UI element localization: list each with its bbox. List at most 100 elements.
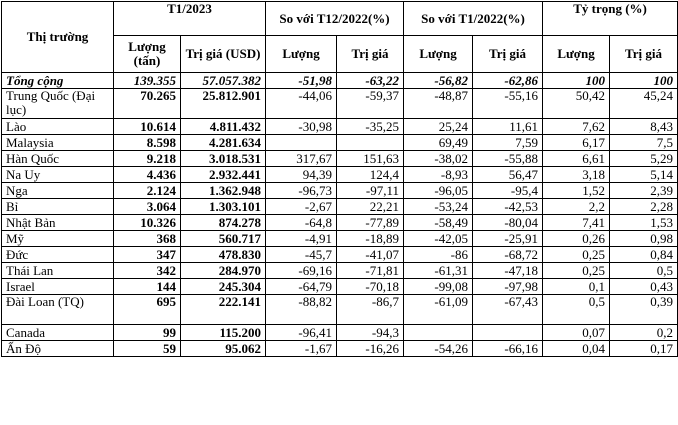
yoy-value-header: Trị giá — [472, 35, 544, 73]
total-mom-qty: -51,98 — [265, 72, 338, 89]
yoy-value-cell: -95,4 — [472, 182, 544, 199]
table-row: Hàn Quốc 9.218 3.018.531 317,67 151,63 -38,02… — [1, 150, 678, 167]
value-cell: 1.362.948 — [179, 182, 267, 199]
market-name: Canada — [1, 324, 114, 341]
yoy-qty-cell: -61,31 — [403, 262, 474, 279]
share-value-cell: 0,84 — [609, 246, 678, 263]
mom-value-cell: -59,37 — [336, 88, 405, 119]
mom-qty-cell: -2,67 — [265, 198, 338, 215]
share-qty-cell: 2,2 — [542, 198, 611, 215]
value-cell: 4.281.634 — [179, 134, 267, 151]
market-name: Na Uy — [1, 166, 114, 183]
qty-cell: 99 — [113, 324, 181, 341]
table-row: Lào 10.614 4.811.432 -30,98 -35,25 25,24 11,61… — [1, 118, 678, 135]
value-cell: 95.062 — [179, 340, 267, 357]
qty-cell: 2.124 — [113, 182, 181, 199]
market-name: Đài Loan (TQ) — [1, 294, 114, 325]
yoy-qty-cell: -58,49 — [403, 214, 474, 231]
table-row: Đức 347 478.830 -45,7 -41,07 -86 -68,72 0,25 0,8… — [1, 246, 678, 263]
mom-qty-cell: 317,67 — [265, 150, 338, 167]
table-row: Ấn Độ 59 95.062 -1,67 -16,26 -54,26 -66,16 0,04… — [1, 340, 678, 357]
value-cell: 2.932.441 — [179, 166, 267, 183]
share-qty-cell: 0,04 — [542, 340, 611, 357]
mom-value-cell: -71,81 — [336, 262, 405, 279]
mom-qty-cell — [265, 134, 338, 151]
header-row: Thị trường T1/2023 So với T12/2022(%) So… — [1, 1, 678, 73]
share-qty-cell: 0,07 — [542, 324, 611, 341]
value-cell: 245.304 — [179, 278, 267, 295]
mom-value-cell: -77,89 — [336, 214, 405, 231]
share-qty-cell: 0,1 — [542, 278, 611, 295]
mom-qty-cell: -4,91 — [265, 230, 338, 247]
value-cell: 478.830 — [179, 246, 267, 263]
value-cell: 4.811.432 — [179, 118, 267, 135]
mom-qty-cell: -30,98 — [265, 118, 338, 135]
yoy-value-cell: -67,43 — [472, 294, 544, 325]
table-row: Israel 144 245.304 -64,79 -70,18 -99,08 -97,98… — [1, 278, 678, 295]
table-row: Canada 99 115.200 -96,41 -94,3 0,07 0,2 — [1, 324, 678, 341]
total-yoy-value: -62,86 — [472, 72, 544, 89]
yoy-qty-cell: -38,02 — [403, 150, 474, 167]
qty-cell: 347 — [113, 246, 181, 263]
share-value-cell: 45,24 — [609, 88, 678, 119]
value-cell: 874.278 — [179, 214, 267, 231]
yoy-value-cell — [472, 324, 544, 341]
value-cell: 1.303.101 — [179, 198, 267, 215]
qty-cell: 8.598 — [113, 134, 181, 151]
mom-value-cell: -97,11 — [336, 182, 405, 199]
market-name: Ấn Độ — [1, 340, 114, 357]
yoy-value-cell: -80,04 — [472, 214, 544, 231]
yoy-qty-cell: 25,24 — [403, 118, 474, 135]
yoy-value-cell: -66,16 — [472, 340, 544, 357]
market-name: Hàn Quốc — [1, 150, 114, 167]
qty-cell: 10.614 — [113, 118, 181, 135]
mom-qty-cell: -69,16 — [265, 262, 338, 279]
share-qty-cell: 6,61 — [542, 150, 611, 167]
market-name: Bỉ — [1, 198, 114, 215]
qty-cell: 9.218 — [113, 150, 181, 167]
share-qty-cell: 0,25 — [542, 246, 611, 263]
total-row: Tổng cộng 139.355 57.057.382 -51,98 -63,… — [1, 72, 678, 89]
table-row: Nga 2.124 1.362.948 -96,73 -97,11 -96,05 -95,4… — [1, 182, 678, 199]
qty-cell: 59 — [113, 340, 181, 357]
yoy-value-cell: -47,18 — [472, 262, 544, 279]
value-cell: 115.200 — [179, 324, 267, 341]
qty-cell: 368 — [113, 230, 181, 247]
share-value-cell: 1,53 — [609, 214, 678, 231]
share-value-cell: 0,39 — [609, 294, 678, 325]
table-row: Bỉ 3.064 1.303.101 -2,67 22,21 -53,24 -42,53 2,… — [1, 198, 678, 215]
qty-cell: 70.265 — [113, 88, 181, 119]
market-name: Malaysia — [1, 134, 114, 151]
yoy-qty-cell: -53,24 — [403, 198, 474, 215]
mom-qty-cell: -96,73 — [265, 182, 338, 199]
market-name: Lào — [1, 118, 114, 135]
market-name: Trung Quốc (Đại lục) — [1, 88, 114, 119]
market-name: Israel — [1, 278, 114, 295]
total-value: 57.057.382 — [179, 72, 267, 89]
market-header: Thị trường — [1, 1, 114, 73]
mom-value-cell: -70,18 — [336, 278, 405, 295]
share-value-header: Trị giá — [609, 35, 678, 73]
mom-value-cell: 124,4 — [336, 166, 405, 183]
mom-qty-cell: -88,82 — [265, 294, 338, 325]
share-qty-cell: 7,62 — [542, 118, 611, 135]
yoy-qty-cell — [403, 324, 474, 341]
mom-value-cell — [336, 134, 405, 151]
mom-value-header: Trị giá — [336, 35, 405, 73]
mom-value-cell: 151,63 — [336, 150, 405, 167]
qty-cell: 10.326 — [113, 214, 181, 231]
table-row: Nhật Bản 10.326 874.278 -64,8 -77,89 -58,49 -8… — [1, 214, 678, 231]
yoy-value-cell: -25,91 — [472, 230, 544, 247]
value-cell: 222.141 — [179, 294, 267, 325]
mom-qty-header: Lượng — [265, 35, 338, 73]
yoy-qty-header: Lượng — [403, 35, 474, 73]
value-usd-header: Trị giá (USD) — [179, 35, 267, 73]
yoy-value-cell: 7,59 — [472, 134, 544, 151]
mom-qty-cell: -64,8 — [265, 214, 338, 231]
share-value-cell: 2,28 — [609, 198, 678, 215]
total-qty: 139.355 — [113, 72, 181, 89]
period-header: T1/2023 — [112, 1, 267, 36]
mom-value-cell: 22,21 — [336, 198, 405, 215]
value-cell: 25.812.901 — [179, 88, 267, 119]
table-row: Thái Lan 342 284.970 -69,16 -71,81 -61,31 -47,… — [1, 262, 678, 279]
